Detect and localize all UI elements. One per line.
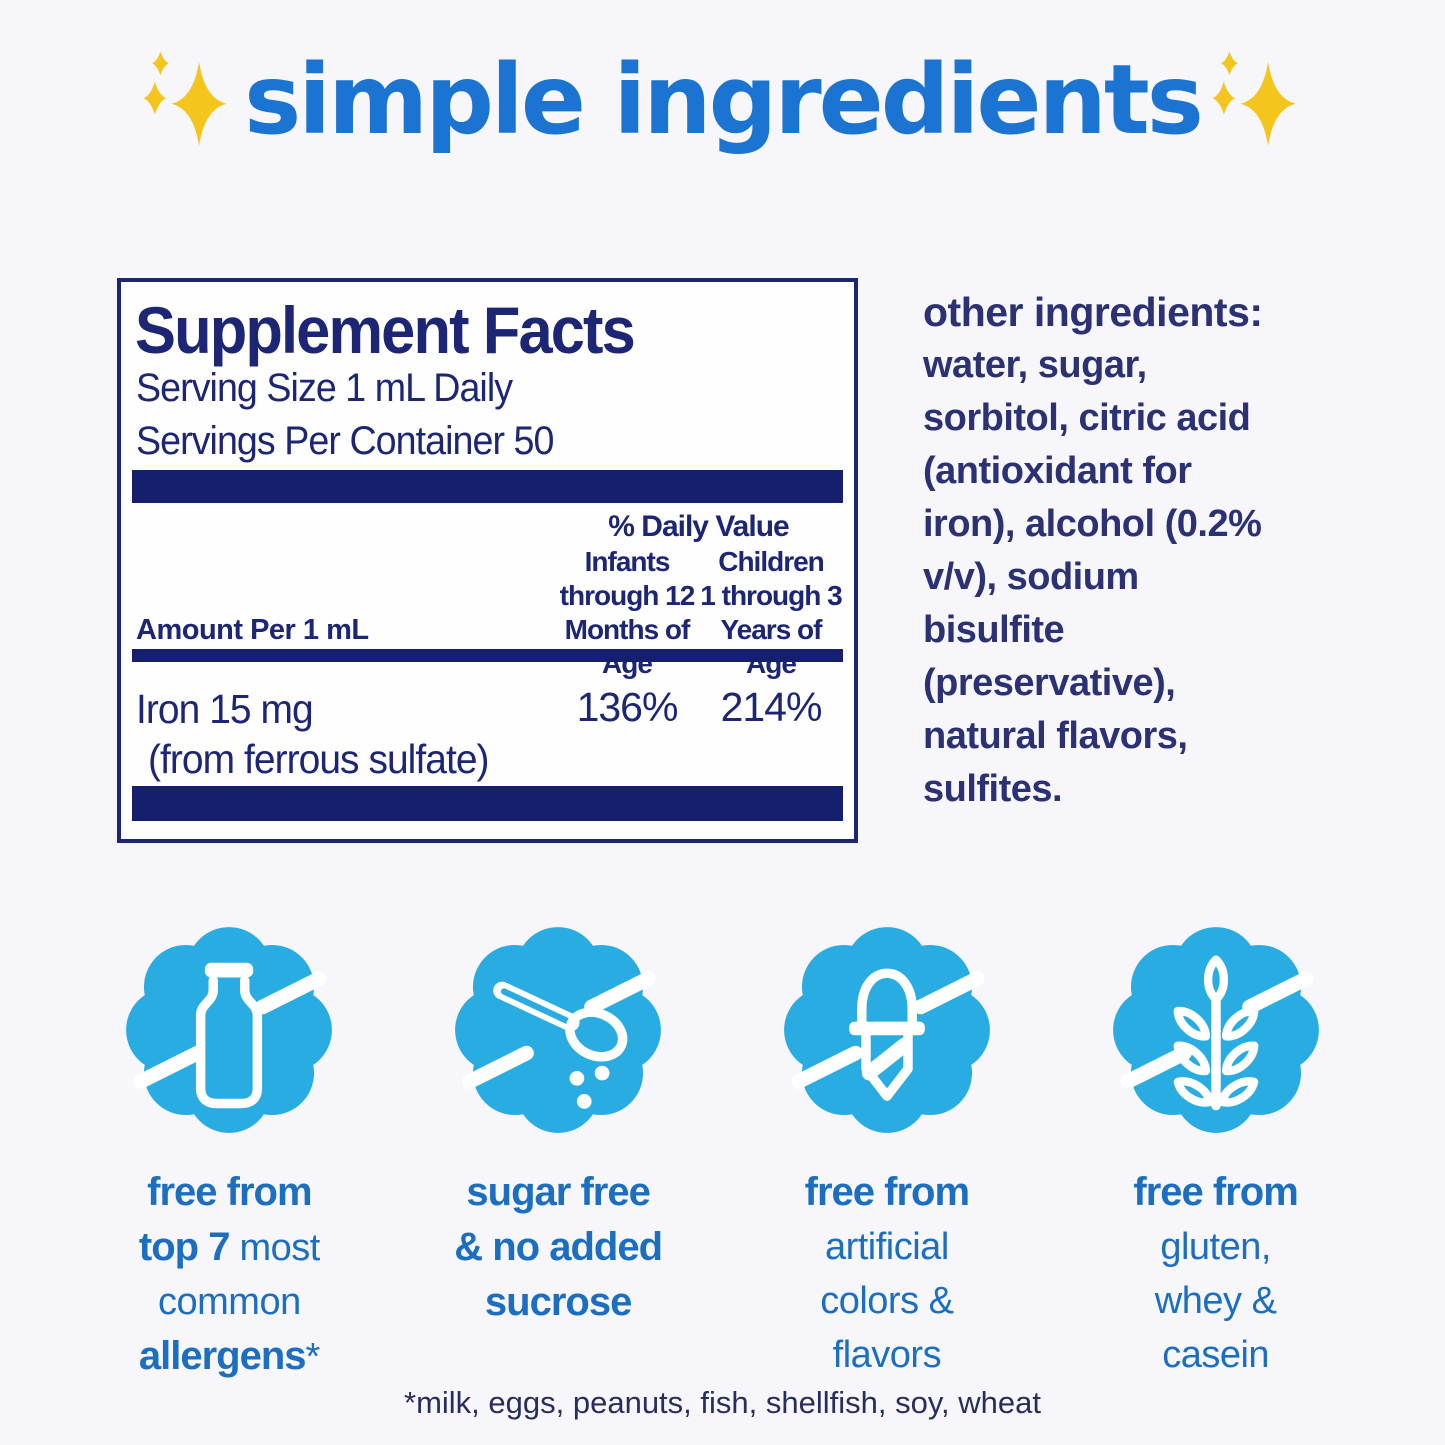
badge-artificial-free: free from artificial colors & flavors: [723, 925, 1052, 1388]
badge-allergens: free from top 7 most common allergens*: [65, 925, 394, 1388]
other-ingredients: other ingredients: water, sugar, sorbito…: [923, 286, 1393, 816]
nutrient-name: Iron 15 mg: [136, 686, 314, 732]
other-ingredients-heading: other ingredients:: [923, 289, 1263, 335]
nutrient-detail: (from ferrous sulfate): [148, 736, 490, 782]
sparkles-icon: [143, 51, 227, 146]
badge-caption: sugar free & no added sucrose: [454, 1170, 663, 1324]
wheat-icon: [1112, 927, 1319, 1133]
badge-caption: free from artificial colors & flavors: [804, 1170, 970, 1376]
free-from-badges: free from top 7 most common allergens*: [65, 925, 1380, 1388]
badge-caption: free from top 7 most common allergens*: [138, 1170, 320, 1378]
daily-value-header: % Daily Value: [608, 510, 789, 543]
badge-caption: free from gluten, whey & casein: [1133, 1170, 1298, 1376]
serving-size: Serving Size 1 mL Daily: [136, 366, 513, 410]
header: simple ingredients: [0, 44, 1445, 156]
children-daily-value: 214%: [720, 684, 823, 730]
milk-bottle-icon: [126, 927, 333, 1133]
sugar-spoon-icon: [455, 927, 662, 1133]
sparkles-icon: [1212, 51, 1296, 146]
supplement-facts-panel: Supplement Facts Serving Size 1 mL Daily…: [117, 278, 858, 843]
separator-bar: [132, 649, 843, 662]
badge-sugar-free: sugar free & no added sucrose: [394, 925, 723, 1388]
allergen-footnote: *milk, eggs, peanuts, fish, shellfish, s…: [404, 1385, 1041, 1420]
other-ingredients-list: water, sugar, sorbitol, citric acid (ant…: [923, 344, 1262, 810]
supplement-facts-title: Supplement Facts: [135, 293, 636, 367]
page-title: simple ingredients: [244, 44, 1204, 156]
badge-gluten-free: free from gluten, whey & casein: [1051, 925, 1380, 1388]
servings-per-container: Servings Per Container 50: [136, 419, 554, 463]
separator-bar: [132, 470, 843, 503]
column-header-infants: Infants through 12 Months of Age: [559, 546, 696, 679]
amount-per-header: Amount Per 1 mL: [136, 614, 369, 646]
dropper-icon: [783, 927, 990, 1133]
column-header-children: Children 1 through 3 Years of Age: [700, 546, 842, 679]
separator-bar: [132, 786, 843, 821]
infants-daily-value: 136%: [576, 684, 679, 730]
